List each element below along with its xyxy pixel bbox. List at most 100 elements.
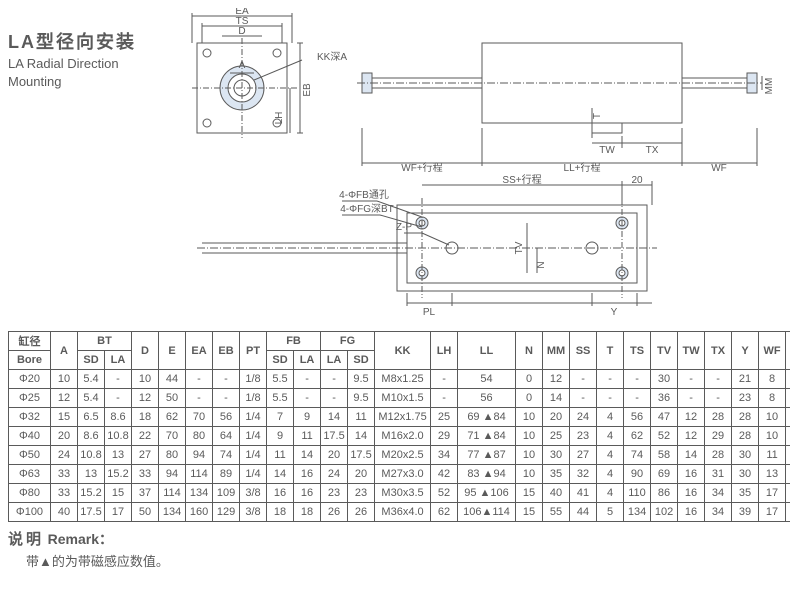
table-cell: 17.5 <box>78 503 105 522</box>
th-eb: EB <box>213 332 240 370</box>
table-cell: 10.8 <box>105 427 132 446</box>
table-cell: 23 <box>348 484 375 503</box>
table-cell: 34 <box>431 446 458 465</box>
table-cell: 14 <box>294 446 321 465</box>
table-cell: M12x1.75 <box>375 408 431 427</box>
table-cell: 30 <box>786 465 790 484</box>
table-cell: 14 <box>348 427 375 446</box>
svg-text:D: D <box>238 26 245 37</box>
table-cell: 17.5 <box>348 446 375 465</box>
table-cell: 7 <box>267 408 294 427</box>
table-cell: 15 <box>516 484 543 503</box>
table-cell: - <box>431 389 458 408</box>
table-cell: 34 <box>705 503 732 522</box>
table-cell: 1/8 <box>240 370 267 389</box>
table-cell: 17 <box>759 503 786 522</box>
table-cell: - <box>570 370 597 389</box>
table-cell: Φ40 <box>9 427 51 446</box>
table-cell: 20 <box>543 408 570 427</box>
table-cell: 36 <box>651 389 678 408</box>
table-cell: 27 <box>786 408 790 427</box>
th-fb-sd: SD <box>267 351 294 370</box>
table-cell: 40 <box>51 503 78 522</box>
table-cell: 30 <box>651 370 678 389</box>
svg-text:Y: Y <box>611 307 618 318</box>
table-cell: 21 <box>786 389 790 408</box>
table-cell: 50 <box>132 503 159 522</box>
table-row: Φ40208.610.8227080641/491117.514M16x2.02… <box>9 427 790 446</box>
svg-text:N: N <box>536 261 547 268</box>
table-cell: 106▲114 <box>458 503 516 522</box>
table-cell: 28 <box>786 427 790 446</box>
table-cell: 44 <box>570 503 597 522</box>
table-row: Φ20105.4-1044--1/85.5--9.5M8x1.25-54012-… <box>9 370 790 389</box>
table-cell: 14 <box>678 446 705 465</box>
table-cell: 18 <box>132 408 159 427</box>
table-cell: 13 <box>759 465 786 484</box>
table-cell: 23 <box>570 427 597 446</box>
th-fg-sd: SD <box>348 351 375 370</box>
table-cell: 40 <box>543 484 570 503</box>
table-cell: 5 <box>597 503 624 522</box>
svg-text:MM: MM <box>764 78 775 95</box>
th-bore-en: Bore <box>9 351 51 370</box>
table-cell: 17 <box>759 484 786 503</box>
table-cell: 14 <box>267 465 294 484</box>
table-cell: 30 <box>732 446 759 465</box>
table-cell: 25 <box>543 427 570 446</box>
svg-text:LH: LH <box>274 112 285 125</box>
table-cell: 15 <box>105 484 132 503</box>
table-cell: 1/4 <box>240 446 267 465</box>
table-cell: 1/4 <box>240 427 267 446</box>
table-cell: M16x2.0 <box>375 427 431 446</box>
table-cell: 9.5 <box>348 389 375 408</box>
table-cell: 10 <box>759 427 786 446</box>
table-cell: 77 ▲87 <box>458 446 516 465</box>
svg-text:KK深A: KK深A <box>317 51 347 63</box>
table-cell: 74 <box>624 446 651 465</box>
table-cell: 114 <box>186 465 213 484</box>
table-cell: 25 <box>431 408 458 427</box>
table-cell: 134 <box>624 503 651 522</box>
table-cell: 16 <box>294 465 321 484</box>
table-cell: 35 <box>732 484 759 503</box>
table-cell: - <box>321 389 348 408</box>
th-ts: TS <box>624 332 651 370</box>
table-cell: Φ100 <box>9 503 51 522</box>
table-cell: M36x4.0 <box>375 503 431 522</box>
table-cell: 58 <box>651 446 678 465</box>
table-cell: 62 <box>159 408 186 427</box>
svg-text:PL: PL <box>423 307 436 318</box>
table-cell: 4 <box>597 408 624 427</box>
table-cell: 11 <box>294 427 321 446</box>
table-cell: - <box>186 389 213 408</box>
table-row: Φ25125.4-1250--1/85.5--9.5M10x1.5-56014-… <box>9 389 790 408</box>
table-cell: 12 <box>543 370 570 389</box>
table-cell: 15.2 <box>105 465 132 484</box>
table-cell: 9.5 <box>348 370 375 389</box>
table-cell: 54 <box>458 370 516 389</box>
table-cell: - <box>597 370 624 389</box>
table-cell: 9 <box>294 408 321 427</box>
table-cell: Φ20 <box>9 370 51 389</box>
table-cell: 31 <box>705 465 732 484</box>
table-cell: 30 <box>732 465 759 484</box>
table-cell: - <box>431 370 458 389</box>
table-cell: 16 <box>678 503 705 522</box>
svg-text:Z-P: Z-P <box>396 222 412 233</box>
table-cell: 56 <box>458 389 516 408</box>
th-t: T <box>597 332 624 370</box>
table-cell: 3/8 <box>240 503 267 522</box>
table-cell: 47 <box>651 408 678 427</box>
table-cell: 80 <box>159 446 186 465</box>
table-cell: - <box>624 389 651 408</box>
table-cell: 94 <box>159 465 186 484</box>
table-cell: 39 <box>786 503 790 522</box>
table-cell: M20x2.5 <box>375 446 431 465</box>
table-cell: 15 <box>51 408 78 427</box>
table-cell: 95 ▲106 <box>458 484 516 503</box>
table-cell: 16 <box>294 484 321 503</box>
table-cell: 20 <box>321 446 348 465</box>
table-cell: 18 <box>294 503 321 522</box>
table-cell: 70 <box>159 427 186 446</box>
